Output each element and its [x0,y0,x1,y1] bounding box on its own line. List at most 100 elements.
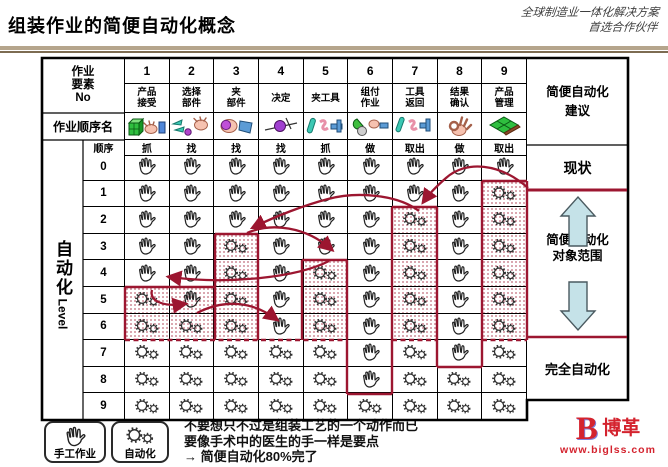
col-number: 9 [482,58,527,84]
tagline-line1: 全球制造业一体化解决方案 [520,7,660,19]
cell-automated-gears [214,393,259,420]
col-number: 5 [303,58,349,84]
cell-manual-hand [348,366,393,394]
grab-tools-icon [303,113,349,140]
cell-manual-hand [259,260,304,287]
tagline-line2: 首选合作伙伴 [587,22,658,34]
column-icons-row [125,113,527,140]
cell-automated-gears [393,340,438,367]
column-actions-row: 抓找找找抓做取出做取出 [125,140,527,156]
target-range-label: 简便自动化 对象范围 [546,233,609,263]
cell-automated-gears [303,393,349,420]
cell-manual-hand [393,154,438,181]
col-number: 2 [169,58,215,84]
level-number: 6 [83,313,125,341]
col-name: 选择 部件 [169,84,215,113]
gears-icon [124,425,156,447]
corner-header-cell: 作业 要素 No [42,58,125,113]
parts-hand-icon [169,113,215,140]
cell-automated-gears [482,313,527,341]
hand-icon [61,425,89,449]
cell-automated-gears [303,340,349,367]
note-line1: 不要想只不过是组装工艺的一个动作而已 [184,418,419,433]
cell-automated-gears [169,313,215,341]
cell-manual-hand [125,233,170,261]
col-name: 结果 确认 [437,84,483,113]
cell-manual-hand [482,154,527,181]
cell-automated-gears [348,393,393,420]
cell-manual-hand [169,233,215,261]
cell-manual-hand [259,313,304,341]
assemble-tools-icon [348,113,393,140]
cell-automated-gears [393,207,438,234]
cell-manual-hand [259,180,304,208]
hold-part-icon [214,113,259,140]
cell-automated-gears [214,340,259,367]
row-icons-header: 作业顺序名 [42,113,125,140]
cell-automated-gears [482,180,527,208]
cell-manual-hand [437,260,483,287]
cell-automated-gears [437,393,483,420]
cell-manual-hand [169,260,215,287]
col-number: 4 [259,58,304,84]
col-name: 决定 [259,84,304,113]
brand-logo: B 博革 www.biglss.com [552,411,664,457]
cell-automated-gears [125,313,170,341]
cell-manual-hand [348,154,393,181]
cell-automated-gears [482,366,527,394]
col-number: 3 [214,58,259,84]
cell-manual-hand [437,207,483,234]
title-underline-thick [0,46,668,50]
level-number: 2 [83,207,125,234]
title-underline-thin [0,51,668,53]
package-icon [482,113,527,140]
level-number: 5 [83,287,125,314]
cell-manual-hand [348,260,393,287]
cell-automated-gears [303,260,349,287]
cell-manual-hand [437,313,483,341]
cell-automated-gears [482,207,527,234]
logo-brand: 博革 [602,418,641,439]
advice-header-cell: 简便自动化 建议 [546,84,609,118]
cell-automated-gears [125,366,170,394]
return-tools-icon [393,113,438,140]
cell-automated-gears [482,233,527,261]
cell-manual-hand [169,207,215,234]
cell-automated-gears [259,340,304,367]
col-name: 产品 接受 [125,84,170,113]
cell-manual-hand [259,233,304,261]
col-name: 夹 部件 [214,84,259,113]
cell-manual-hand [125,207,170,234]
cell-manual-hand [348,340,393,367]
col-number: 8 [437,58,483,84]
current-state-label: 现状 [563,160,592,176]
cell-automated-gears [393,287,438,314]
column-names-row: 产品 接受 选择 部件夹 部件 决定 夹工具 组付 作业 工具 返回 结果 确认 产品 管理 [125,84,527,113]
cell-manual-hand [437,233,483,261]
legend-manual-label: 手工作业 [54,448,96,460]
cell-automated-gears [393,233,438,261]
col-name: 夹工具 [303,84,349,113]
cell-manual-hand [125,154,170,181]
cell-manual-hand [125,260,170,287]
cell-automated-gears [437,366,483,394]
page-title: 组装作业的简便自动化概念 [8,16,236,36]
cell-manual-hand [169,287,215,314]
cell-manual-hand [169,154,215,181]
down-arrow [559,281,597,332]
cell-automated-gears [214,233,259,261]
cell-automated-gears [214,287,259,314]
level-number: 1 [83,180,125,208]
logo-letter: B [575,411,598,447]
full-automation-label: 完全自动化 [544,361,610,377]
cell-automated-gears [214,313,259,341]
bottom-note: 不要想只不过是组装工艺的一个动作而已 要像手术中的医生的手一样是要点 → 简便自… [184,418,514,465]
cell-manual-hand [125,180,170,208]
cell-automated-gears [214,260,259,287]
level-number: 9 [83,393,125,420]
note-line2: 要像手术中的医生的手一样是要点 [184,433,380,449]
cell-manual-hand [303,180,349,208]
cell-manual-hand [348,287,393,314]
